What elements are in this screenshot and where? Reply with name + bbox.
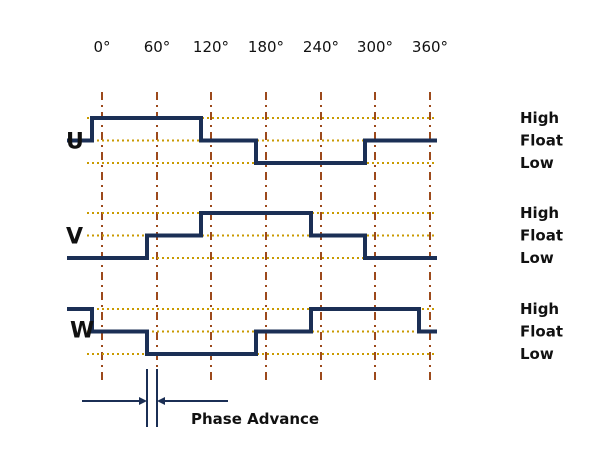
level-label-high: High <box>520 300 559 318</box>
level-label-float: Float <box>520 132 563 150</box>
phase-label-u: U <box>66 130 84 155</box>
degree-label: 120° <box>193 38 229 56</box>
phase-advance-marker: Phase Advance <box>82 369 319 428</box>
phase-label-w: W <box>70 319 94 344</box>
waveform-u <box>67 116 437 165</box>
waveform-w <box>67 307 437 356</box>
degree-label: 300° <box>357 38 393 56</box>
degree-label: 60° <box>144 38 171 56</box>
degree-label: 180° <box>248 38 284 56</box>
phase-label-v: V <box>66 225 83 250</box>
degree-label: 240° <box>303 38 339 56</box>
degree-label: 0° <box>93 38 110 56</box>
level-label-low: Low <box>520 345 554 363</box>
labels: High Float Low U High Float Low V High Float Low W <box>66 109 563 363</box>
degree-label: 360° <box>412 38 448 56</box>
degree-labels: 0° 60° 120° 180° 240° 300° 360° <box>93 38 448 56</box>
level-label-low: Low <box>520 249 554 267</box>
level-label-high: High <box>520 109 559 127</box>
waveform-v <box>67 211 437 260</box>
arrow-right-icon <box>139 397 147 405</box>
phase-advance-label: Phase Advance <box>191 410 319 428</box>
level-label-float: Float <box>520 227 563 245</box>
waveforms <box>67 116 437 356</box>
level-gridlines <box>87 117 437 355</box>
level-label-low: Low <box>520 154 554 172</box>
level-label-high: High <box>520 204 559 222</box>
arrow-left-icon <box>157 397 165 405</box>
level-label-float: Float <box>520 323 563 341</box>
